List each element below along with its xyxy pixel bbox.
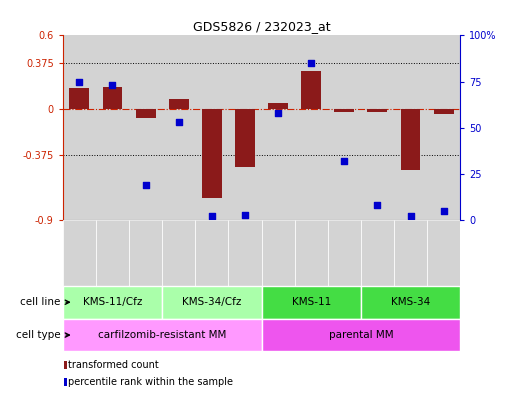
Bar [401, 109, 420, 170]
Bar [368, 109, 388, 112]
Text: transformed count: transformed count [67, 360, 158, 370]
Bar [135, 109, 155, 118]
Point [307, 60, 315, 66]
Bar [262, 319, 460, 351]
Bar [328, 35, 361, 220]
Point [241, 211, 249, 218]
Text: cell line: cell line [20, 297, 70, 307]
Bar [361, 35, 394, 220]
Bar [162, 220, 195, 286]
Title: GDS5826 / 232023_at: GDS5826 / 232023_at [192, 20, 331, 33]
Bar [63, 35, 96, 220]
Bar [262, 35, 294, 220]
Bar [96, 35, 129, 220]
Bar [262, 286, 361, 319]
Bar [202, 109, 222, 198]
Bar [361, 286, 460, 319]
Bar [361, 220, 394, 286]
Bar [301, 71, 321, 109]
Bar [235, 109, 255, 167]
Bar [63, 319, 262, 351]
Bar [294, 35, 328, 220]
Bar [229, 35, 262, 220]
Bar [334, 109, 354, 112]
Bar [103, 87, 122, 109]
Point [274, 110, 282, 116]
Bar [268, 103, 288, 109]
Bar [63, 286, 162, 319]
Bar [394, 220, 427, 286]
Point [141, 182, 150, 188]
Text: percentile rank within the sample: percentile rank within the sample [67, 377, 233, 387]
Point [439, 208, 448, 214]
Point [373, 202, 382, 208]
Point [340, 158, 348, 164]
Text: KMS-11: KMS-11 [291, 297, 331, 307]
Point [406, 213, 415, 220]
Bar [129, 220, 162, 286]
Bar [294, 220, 328, 286]
Text: KMS-11/Cfz: KMS-11/Cfz [83, 297, 142, 307]
Bar [262, 220, 294, 286]
Bar [169, 99, 189, 109]
Point [75, 79, 84, 85]
Point [175, 119, 183, 125]
Bar [427, 220, 460, 286]
Bar [427, 35, 460, 220]
Bar [394, 35, 427, 220]
Bar [328, 220, 361, 286]
Bar [195, 35, 229, 220]
Text: carfilzomib-resistant MM: carfilzomib-resistant MM [98, 330, 226, 340]
Text: parental MM: parental MM [328, 330, 393, 340]
Bar [162, 286, 262, 319]
Text: cell type: cell type [16, 330, 70, 340]
Bar [96, 220, 129, 286]
Point [208, 213, 216, 220]
Bar [195, 220, 229, 286]
Bar [229, 220, 262, 286]
Text: KMS-34: KMS-34 [391, 297, 430, 307]
Bar [70, 88, 89, 109]
Bar [434, 109, 453, 114]
Bar [64, 361, 67, 369]
Point [108, 82, 117, 88]
Bar [63, 220, 96, 286]
Bar [64, 378, 67, 386]
Text: KMS-34/Cfz: KMS-34/Cfz [182, 297, 242, 307]
Bar [129, 35, 162, 220]
Bar [162, 35, 195, 220]
